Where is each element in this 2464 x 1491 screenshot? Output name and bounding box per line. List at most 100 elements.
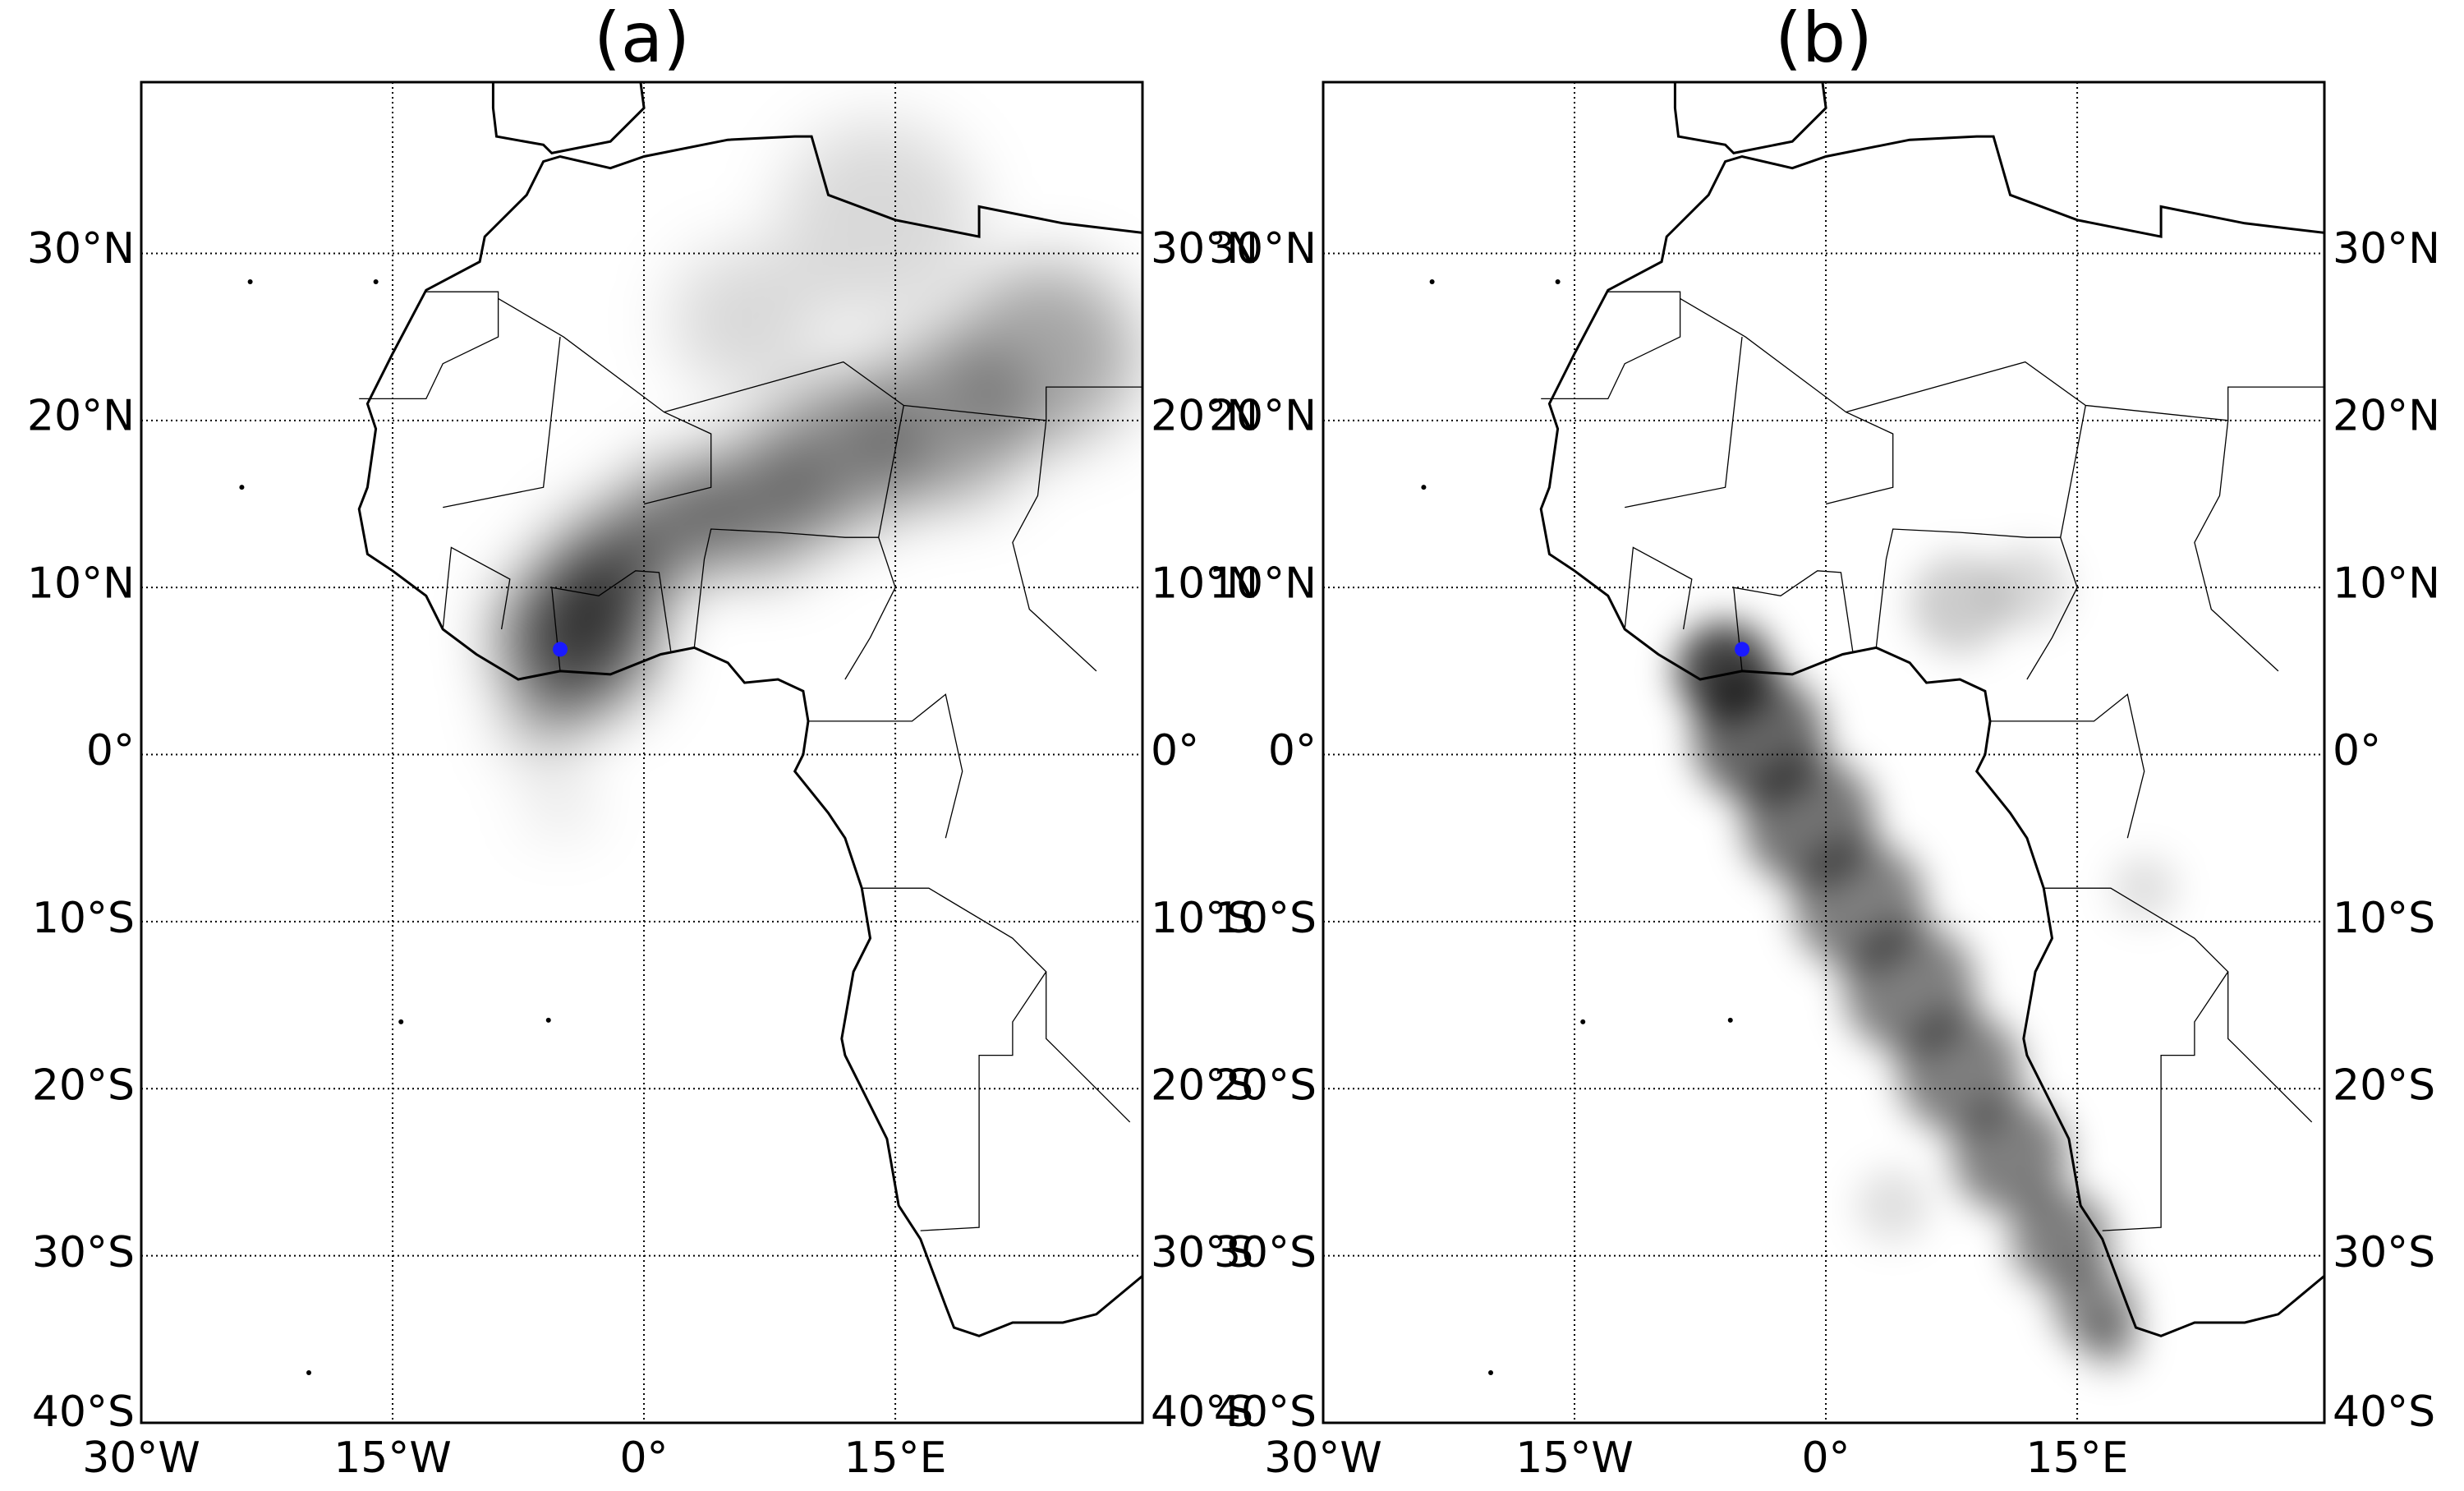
country-border [1625, 337, 1743, 509]
lat-label-left: 40°S [1214, 1387, 1317, 1437]
island [373, 279, 379, 285]
lat-label-left: 40°S [32, 1387, 135, 1437]
lat-label-left: 10°N [27, 559, 135, 608]
map-panel: (a) 30°N 30°N 20°N 20°N 10°N 10°N 0° 0° 10°S 10°S 2… [27, 0, 1258, 1483]
lat-label-right: 40°S [1151, 1387, 1253, 1437]
release-site [1735, 642, 1750, 657]
lon-label: 0° [1801, 1433, 1850, 1483]
island [1421, 485, 1427, 490]
lat-label-left: 10°S [1214, 894, 1317, 943]
country-border [442, 546, 511, 630]
plume-density [1952, 1098, 2068, 1213]
lat-label-right: 10°S [1151, 894, 1253, 943]
lon-label: 0° [619, 1433, 668, 1483]
island [306, 1369, 312, 1375]
lat-label-left: 20°S [1214, 1061, 1317, 1111]
country-border [2227, 971, 2313, 1123]
lat-label-right: 40°S [2333, 1387, 2435, 1437]
lat-label-right: 10°N [2333, 559, 2440, 608]
plume-density [779, 121, 977, 319]
country-border [1680, 297, 1894, 505]
plume-density [540, 784, 582, 826]
island [1429, 279, 1435, 285]
lat-label-right: 30°N [2333, 224, 2440, 274]
coastline [1539, 135, 2324, 1337]
lat-label-left: 0° [86, 726, 135, 775]
map-panel: (b) 30°N 30°N 20°N 20°N 10°N 10°N 0° 0° 10°S 10°S 2… [1209, 0, 2440, 1483]
lat-label-right: 0° [2333, 726, 2381, 775]
country-border [443, 337, 561, 509]
country-border [1541, 291, 1681, 400]
country-border [1733, 570, 1854, 671]
island [1488, 1369, 1494, 1375]
country-border [1875, 528, 2061, 648]
lon-label: 15°W [1515, 1433, 1634, 1483]
lat-label-right: 20°S [2333, 1061, 2435, 1111]
lat-label-right: 10°N [1151, 559, 1258, 608]
country-border [1846, 361, 2324, 421]
coastline [1673, 82, 1827, 155]
lat-label-left: 20°S [32, 1061, 135, 1111]
map-content [1323, 82, 2324, 1423]
plume-density [1985, 546, 2068, 629]
country-border [551, 570, 672, 671]
plume-density [510, 688, 577, 754]
lat-label-right: 20°N [1151, 392, 1258, 441]
coastline [357, 135, 1142, 1337]
lat-label-right: 30°S [2333, 1228, 2435, 1277]
release-site [553, 642, 568, 657]
country-border [1624, 546, 1693, 630]
lat-label-right: 30°S [1151, 1228, 1253, 1277]
lat-label-left: 30°S [32, 1228, 135, 1277]
lat-label-right: 30°N [1151, 224, 1258, 274]
country-border [359, 291, 499, 400]
island [545, 1017, 551, 1023]
lat-label-right: 20°S [1151, 1061, 1253, 1111]
lat-label-left: 30°N [27, 224, 135, 274]
lat-label-left: 10°N [1209, 559, 1317, 608]
panel-title: (a) [594, 0, 690, 78]
lat-label-left: 10°S [32, 894, 135, 943]
plume-density [670, 246, 819, 394]
map-frame [1322, 81, 2326, 1424]
plume-density [2111, 855, 2177, 922]
country-border [2194, 420, 2279, 672]
lon-label: 15°E [2025, 1433, 2128, 1483]
lat-label-left: 20°N [27, 392, 135, 441]
panel-title: (b) [1775, 0, 1873, 78]
country-border [693, 528, 879, 648]
country-border [1046, 971, 1131, 1123]
lat-label-left: 20°N [1209, 392, 1317, 441]
map-content [141, 82, 1142, 1423]
plume-density [955, 263, 1137, 444]
lat-label-right: 10°S [2333, 894, 2435, 943]
lat-label-left: 30°N [1209, 224, 1317, 274]
map-background [1323, 82, 2324, 1423]
country-border [1990, 693, 2145, 839]
country-border [664, 361, 1142, 421]
plume [503, 121, 1137, 826]
lat-label-right: 0° [1151, 726, 1199, 775]
plume-density [1855, 1168, 1930, 1243]
lon-label: 30°W [1264, 1433, 1382, 1483]
map-frame [140, 81, 1144, 1424]
island [1555, 279, 1561, 285]
plume-density [2081, 1310, 2140, 1369]
country-border [498, 297, 712, 505]
island [398, 1019, 404, 1024]
coastline [491, 82, 646, 155]
island [247, 279, 253, 285]
plume-density [1910, 555, 2010, 654]
island [1727, 1017, 1733, 1023]
lat-label-left: 30°S [1214, 1228, 1317, 1277]
country-border [808, 693, 963, 839]
lon-label: 15°W [333, 1433, 452, 1483]
lat-label-left: 0° [1268, 726, 1317, 775]
island [1580, 1019, 1586, 1024]
lon-label: 15°E [844, 1433, 946, 1483]
lon-label: 30°W [82, 1433, 200, 1483]
island [239, 485, 245, 490]
country-border [1012, 420, 1097, 672]
